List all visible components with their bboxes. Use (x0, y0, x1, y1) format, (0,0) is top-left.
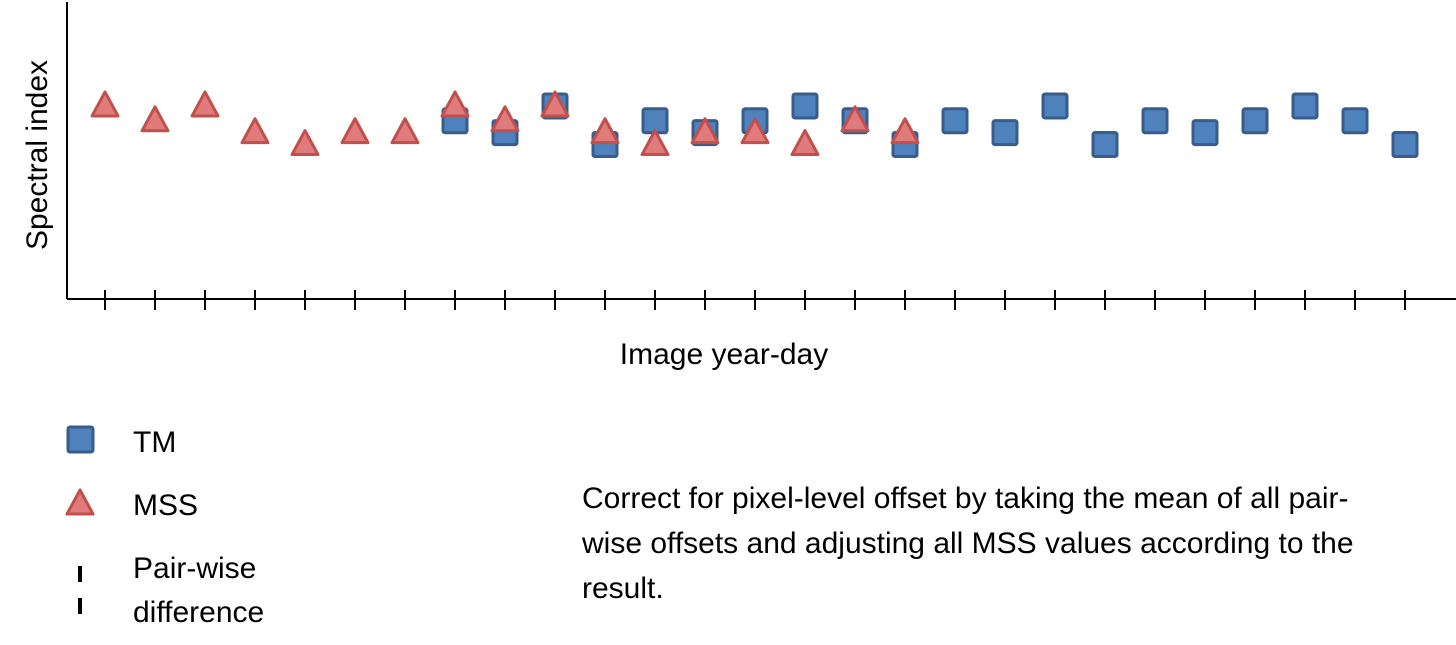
tm-point (1291, 92, 1319, 120)
mss-point (140, 105, 170, 133)
tm-point (791, 92, 819, 120)
note-text: Correct for pixel-level offset by taking… (582, 482, 1354, 605)
legend-tm-marker (66, 425, 95, 454)
mss-point (640, 129, 670, 157)
x-axis-label: Image year-day (619, 338, 829, 371)
tm-point (1091, 131, 1119, 159)
legend-tm-label: TM (133, 426, 177, 459)
tm-point (1141, 107, 1169, 135)
mss-point (390, 117, 420, 145)
mss-point (540, 90, 570, 118)
legend-diff-label-line1: Pair-wise (133, 552, 257, 585)
mss-point (190, 90, 220, 118)
mss-point (590, 117, 620, 145)
mss-point (690, 117, 720, 145)
mss-point (840, 105, 870, 133)
mss-point (440, 90, 470, 118)
mss-point (790, 129, 820, 157)
tm-point (1041, 92, 1069, 120)
mss-point (490, 105, 520, 133)
tm-point (991, 119, 1019, 147)
y-axis-label: Spectral index (21, 59, 54, 251)
tm-point (1241, 107, 1269, 135)
mss-point (890, 117, 920, 145)
tm-point (941, 107, 969, 135)
mss-point (740, 117, 770, 145)
series-mss (90, 90, 920, 157)
series-tm (441, 92, 1419, 159)
legend-diff-label-line2: difference (133, 596, 265, 629)
tm-point (1341, 107, 1369, 135)
tm-point (1191, 119, 1219, 147)
mss-point (240, 117, 270, 145)
x-ticks (104, 290, 1406, 310)
legend-mss-marker (65, 488, 95, 516)
mss-point (340, 117, 370, 145)
legend-mss-label: MSS (133, 489, 199, 522)
mss-point (290, 129, 320, 157)
tm-point (1391, 131, 1419, 159)
mss-point (90, 90, 120, 118)
